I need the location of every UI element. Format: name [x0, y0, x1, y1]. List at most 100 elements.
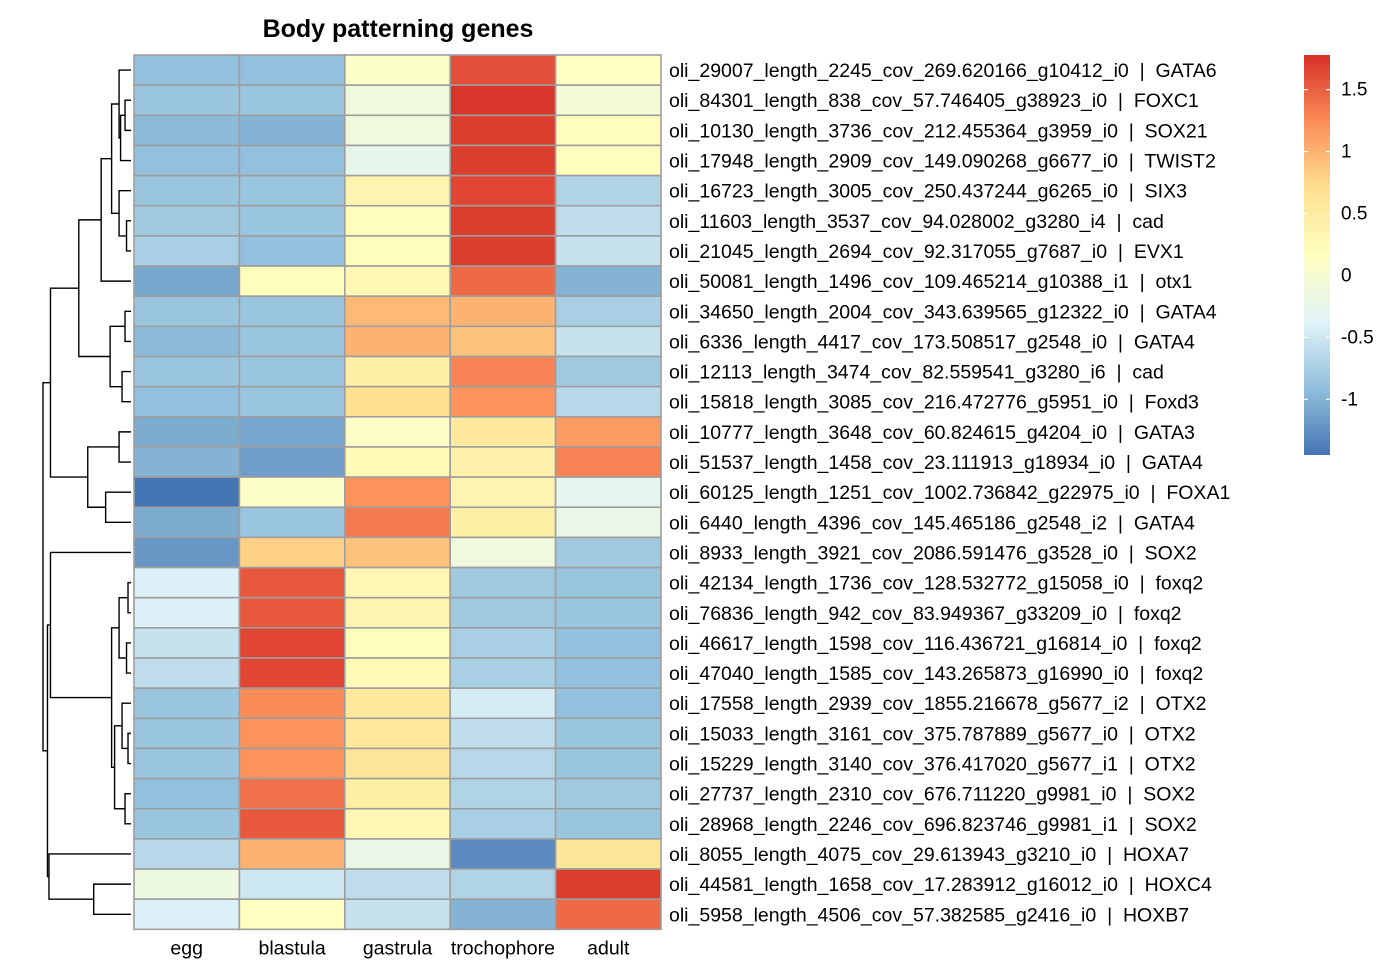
row-label: oli_11603_length_3537_cov_94.028002_g328… — [669, 211, 1164, 233]
heatmap-cell — [133, 265, 241, 297]
heatmap-cell — [133, 84, 241, 117]
heatmap-cell — [554, 54, 662, 86]
heatmap-cell — [238, 838, 346, 870]
heatmap-cell — [343, 898, 451, 931]
heatmap-cell — [133, 325, 241, 358]
heatmap-cell — [133, 717, 241, 750]
heatmap-cell — [449, 536, 557, 569]
column-label: gastrula — [363, 937, 433, 959]
row-labels: oli_29007_length_2245_cov_269.620166_g10… — [669, 60, 1230, 926]
dendrogram-branch — [121, 702, 131, 750]
dendrogram-branch — [118, 431, 131, 463]
heatmap-cell — [554, 235, 662, 267]
heatmap-cell — [238, 536, 346, 569]
column-label: adult — [587, 937, 630, 959]
heatmap-cell — [133, 627, 241, 659]
heatmap-cell — [449, 84, 557, 117]
row-label: oli_42134_length_1736_cov_128.532772_g15… — [669, 573, 1203, 595]
heatmap-cell — [449, 265, 557, 297]
dendrogram-branch — [93, 883, 131, 915]
row-label: oli_10777_length_3648_cov_60.824615_g420… — [669, 422, 1195, 444]
row-label: oli_15033_length_3161_cov_375.787889_g56… — [669, 723, 1196, 745]
heatmap-cell — [343, 235, 451, 267]
heatmap-cell — [554, 355, 662, 388]
row-label: oli_34650_length_2004_cov_343.639565_g12… — [669, 301, 1217, 323]
heatmap-cell — [133, 114, 241, 147]
row-label: oli_44581_length_1658_cov_17.283912_g160… — [669, 874, 1212, 896]
row-label: oli_76836_length_942_cov_83.949367_g3320… — [669, 603, 1182, 625]
row-label: oli_17558_length_2939_cov_1855.216678_g5… — [669, 693, 1206, 715]
heatmap-cell — [449, 627, 557, 659]
heatmap-cell — [554, 566, 662, 599]
heatmap-cell — [554, 114, 662, 147]
heatmap-cell — [449, 898, 557, 931]
heatmap-cell — [238, 717, 346, 750]
heatmap-cell — [238, 415, 346, 448]
dendrogram-branch — [87, 446, 120, 508]
heatmap-cell — [238, 627, 346, 659]
heatmap-cell — [343, 355, 451, 388]
heatmap-cell — [238, 204, 346, 237]
heatmap-cell — [133, 144, 241, 177]
heatmap-cell — [133, 235, 241, 267]
row-label: oli_15229_length_3140_cov_376.417020_g56… — [669, 754, 1196, 776]
dendrogram-branch — [78, 219, 111, 358]
heatmap-cell — [133, 536, 241, 569]
heatmap-cell — [238, 898, 346, 931]
heatmap-cell — [449, 868, 557, 900]
heatmap-cell — [449, 838, 557, 870]
heatmap-cell — [449, 235, 557, 267]
heatmap-cell — [343, 536, 451, 569]
heatmap-cell — [343, 476, 451, 509]
chart-title: Body patterning genes — [263, 15, 534, 43]
dendrogram-branch — [125, 642, 131, 674]
heatmap-cell — [238, 295, 346, 328]
heatmap-cell — [449, 566, 557, 599]
heatmap-cell — [133, 777, 241, 810]
heatmap-cell — [343, 415, 451, 448]
dendrogram-branch — [124, 99, 131, 132]
legend-tick-label: 1 — [1341, 142, 1352, 163]
heatmap-cell — [554, 596, 662, 629]
dendrogram-branch — [109, 325, 126, 388]
heatmap-cell — [133, 898, 241, 931]
heatmap-cell — [238, 265, 346, 297]
heatmap-cell — [238, 566, 346, 599]
row-label: oli_6440_length_4396_cov_145.465186_g254… — [669, 512, 1195, 534]
heatmap-cell — [238, 506, 346, 539]
heatmap-cell — [554, 204, 662, 237]
row-label: oli_10130_length_3736_cov_212.455364_g39… — [669, 120, 1208, 142]
legend-tick-label: 0.5 — [1341, 204, 1367, 225]
legend-color-bar — [1304, 55, 1330, 455]
row-label: oli_8933_length_3921_cov_2086.591476_g35… — [669, 542, 1197, 564]
row-label: oli_28968_length_2246_cov_696.823746_g99… — [669, 814, 1197, 836]
heatmap-cell — [133, 596, 241, 629]
heatmap-cell — [133, 476, 241, 509]
heatmap-cell — [343, 596, 451, 629]
row-label: oli_8055_length_4075_cov_29.613943_g3210… — [669, 844, 1189, 866]
heatmap-cell — [343, 777, 451, 810]
heatmap-cell — [343, 446, 451, 478]
row-label: oli_16723_length_3005_cov_250.437244_g62… — [669, 181, 1187, 203]
heatmap-cell — [133, 687, 241, 720]
heatmap-cell — [238, 144, 346, 177]
dendrogram-branch — [110, 627, 120, 768]
heatmap-cell — [133, 295, 241, 328]
heatmap-cell — [343, 506, 451, 539]
heatmap-cell — [343, 144, 451, 177]
color-legend: -1 -0.5 0 0.5 1 1.5 — [1304, 55, 1374, 455]
heatmap-cell — [449, 54, 557, 86]
row-label: oli_15818_length_3085_cov_216.472776_g59… — [669, 392, 1199, 414]
heatmap-cell — [238, 325, 346, 358]
heatmap-cell — [554, 747, 662, 780]
heatmap-cell — [133, 355, 241, 388]
row-label: oli_29007_length_2245_cov_269.620166_g10… — [669, 60, 1217, 82]
heatmap-cell — [238, 174, 346, 207]
dendrogram-branch — [113, 725, 126, 810]
row-label: oli_84301_length_838_cov_57.746405_g3892… — [669, 90, 1199, 112]
heatmap-cell — [554, 476, 662, 509]
row-label: oli_50081_length_1496_cov_109.465214_g10… — [669, 271, 1192, 293]
heatmap-cell — [554, 898, 662, 931]
dendrogram-branch — [119, 114, 131, 162]
